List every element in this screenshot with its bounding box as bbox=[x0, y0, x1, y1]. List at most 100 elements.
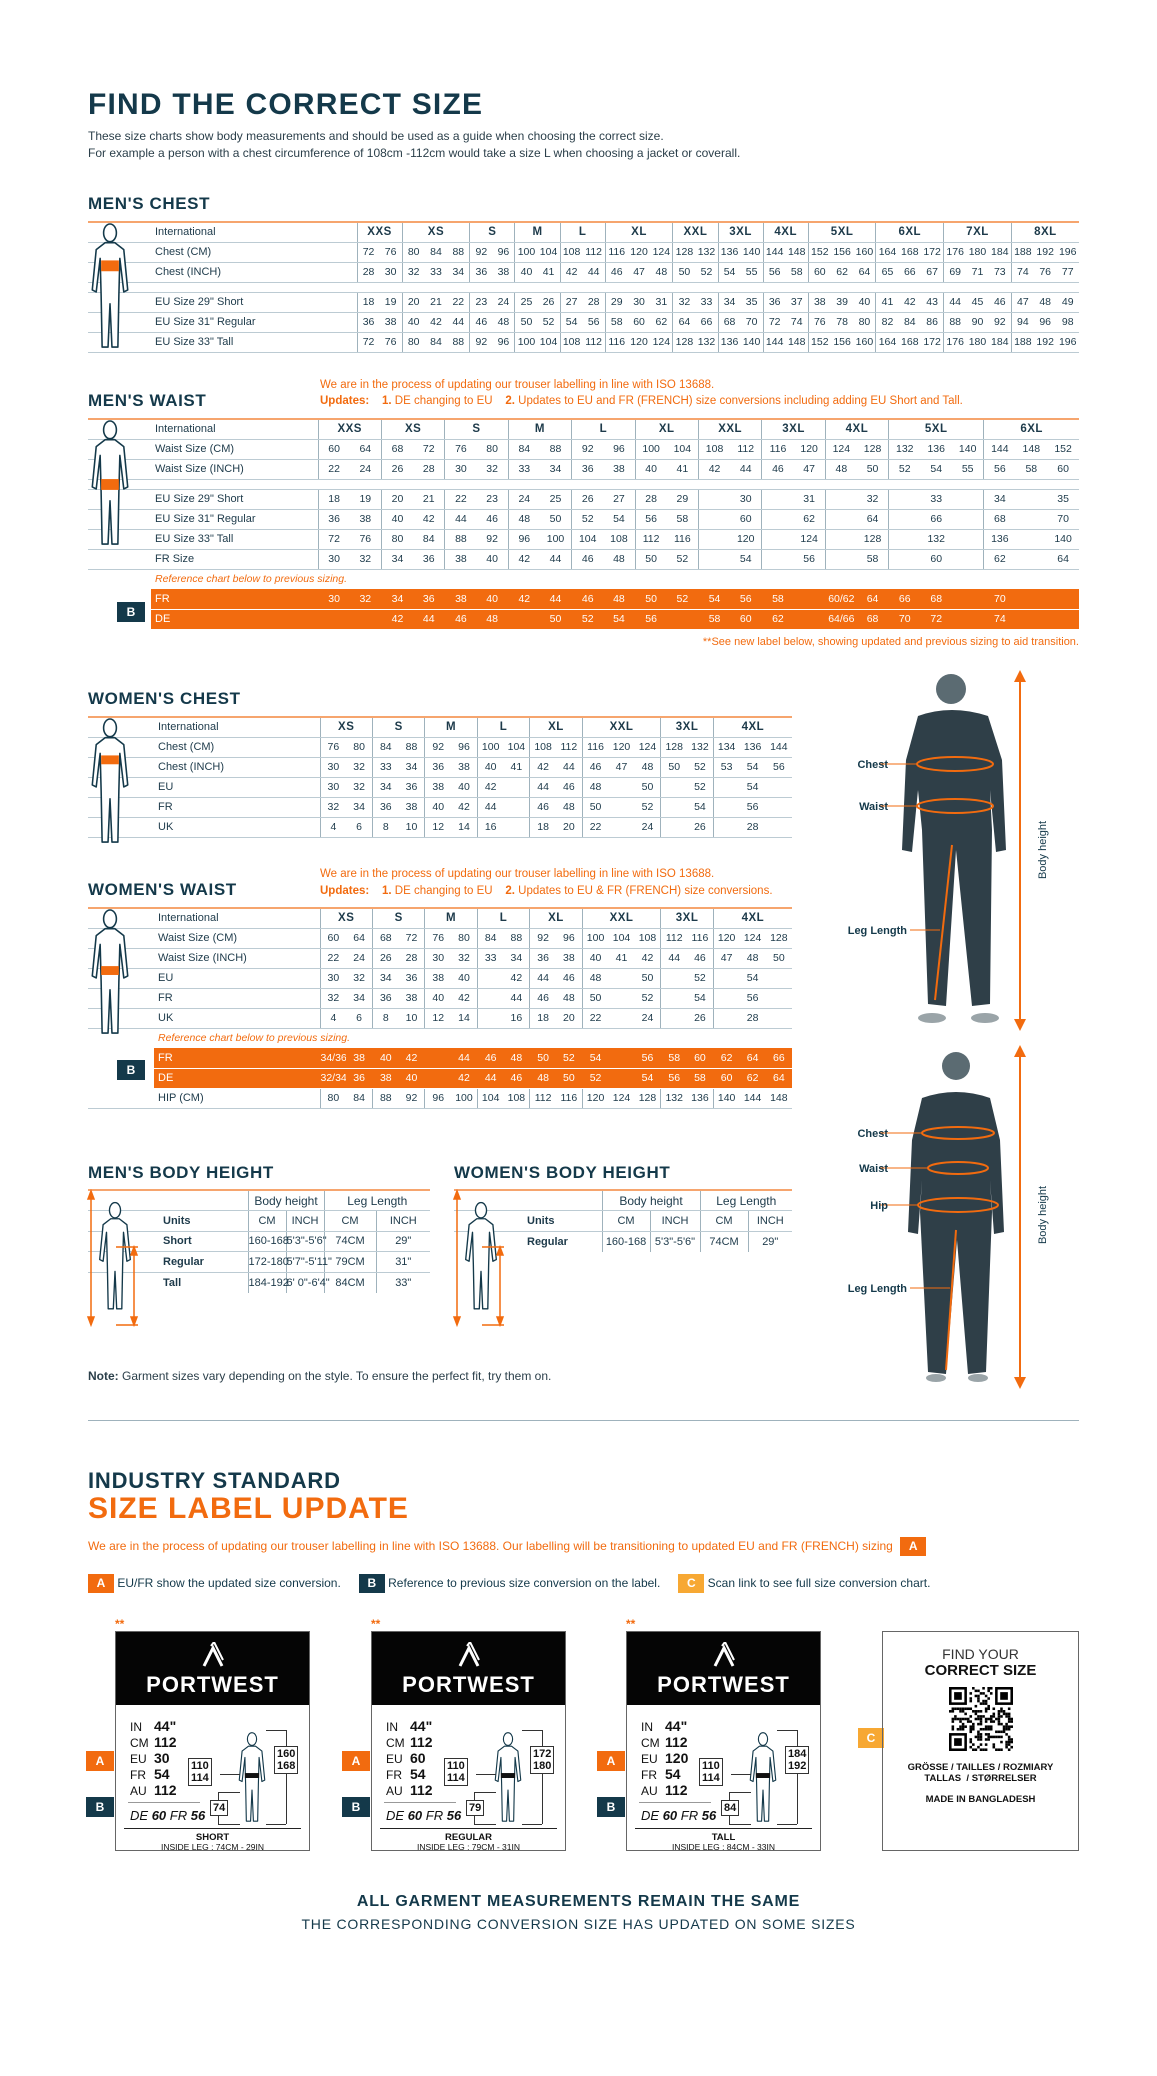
women-waist-figure-icon bbox=[88, 909, 132, 1037]
size-heading: L bbox=[476, 908, 530, 929]
value-cell: 160-168 bbox=[247, 1231, 289, 1252]
men-waist-heading: MEN'S WAIST bbox=[88, 391, 207, 410]
value-cell: 28 bbox=[739, 1008, 766, 1029]
value-cell: 132 bbox=[695, 242, 718, 263]
row-label: FR bbox=[88, 797, 320, 818]
previous-size-row: FR 30 32 34 36 38 40 42 44 46 48 50 52 54 56 58 60/62 64 6… bbox=[88, 589, 1079, 610]
badge-b: B bbox=[86, 1797, 114, 1817]
value-cell: 5'3"-5'6" bbox=[649, 1231, 701, 1252]
value-cell: 68 bbox=[717, 312, 741, 333]
size-key: IN bbox=[386, 1720, 398, 1734]
value-cell: 38 bbox=[398, 797, 425, 818]
value-cell: 52 bbox=[634, 797, 661, 818]
value-cell: 68 bbox=[983, 509, 1016, 530]
label-size-row: FR 54 bbox=[641, 1766, 681, 1783]
table-row: EU Size 33" Tall 72 76 80 84 88 92 96 100 104 108 1… bbox=[88, 332, 1079, 353]
row-label: EU bbox=[88, 968, 320, 989]
value-cell: 36 bbox=[413, 549, 445, 570]
value-cell: 140 bbox=[740, 332, 764, 353]
value-cell: 6' 0"-6'4" bbox=[285, 1272, 330, 1293]
value-cell: 164 bbox=[875, 332, 899, 353]
value-cell bbox=[697, 529, 731, 550]
value-cell bbox=[765, 797, 792, 818]
size-heading: 3XL bbox=[761, 419, 826, 440]
value-cell bbox=[761, 549, 794, 570]
value-cell: 124 bbox=[608, 1088, 635, 1109]
value-cell: 73 bbox=[988, 262, 1012, 283]
value-cell: 79CM bbox=[323, 1251, 377, 1273]
fit-type: SHORT bbox=[195, 1832, 230, 1843]
value-cell: 58 bbox=[761, 589, 794, 610]
waist-max: 114 bbox=[702, 1772, 720, 1784]
value-cell: 172-180 bbox=[247, 1251, 289, 1273]
value-cell: 80 bbox=[853, 312, 876, 333]
unit-inch: INCH bbox=[649, 1210, 701, 1232]
value-cell: 67 bbox=[921, 262, 944, 283]
value-cell: 6 bbox=[346, 817, 373, 838]
value-cell: 25 bbox=[514, 292, 538, 313]
value-cell: 40 bbox=[424, 797, 452, 818]
value-cell: 108 bbox=[697, 439, 731, 460]
value-cell: 44 bbox=[503, 988, 530, 1009]
value-cell: 128 bbox=[765, 928, 792, 949]
value-cell: 33 bbox=[476, 948, 504, 969]
value-cell: 72 bbox=[356, 332, 380, 353]
value-cell: 60 bbox=[687, 1048, 714, 1069]
table-row: UK 4 6 8 10 12 14 16 18 20 22 24 26 28 bbox=[88, 1008, 792, 1029]
table-row: Chest (INCH) 30 32 33 34 36 38 40 41 42 44 46 47 48 50… bbox=[88, 757, 792, 778]
value-cell: 29" bbox=[747, 1231, 793, 1252]
value-cell: 56 bbox=[582, 312, 606, 333]
update-1-num: 1. bbox=[381, 395, 392, 407]
badge-b: B bbox=[342, 1797, 370, 1817]
value-cell: 30 bbox=[319, 757, 347, 778]
table-row: Chest (INCH) 28 30 32 33 34 36 38 40 41 42 44 46 47 48… bbox=[88, 262, 1079, 283]
value-cell: 54 bbox=[730, 549, 762, 570]
value-cell: 144 bbox=[765, 737, 792, 758]
row-label: International bbox=[88, 908, 320, 929]
value-cell: 88 bbox=[444, 529, 477, 550]
value-cell: 40 bbox=[380, 509, 414, 530]
value-cell: 32 bbox=[349, 589, 382, 610]
value-cell: 33 bbox=[371, 757, 399, 778]
previous-size: DE 60 FR 56 bbox=[386, 1808, 461, 1823]
value-cell: 76 bbox=[444, 439, 477, 460]
value-cell: 144 bbox=[762, 332, 786, 353]
value-cell: 136 bbox=[717, 332, 741, 353]
size-value: 54 bbox=[154, 1766, 170, 1782]
value-cell: 92 bbox=[529, 928, 556, 949]
value-cell: 44 bbox=[444, 509, 477, 530]
value-cell: 4 bbox=[319, 1008, 347, 1029]
value-cell: 40 bbox=[476, 549, 509, 570]
value-cell: 40 bbox=[634, 459, 667, 480]
value-cell: 32 bbox=[401, 262, 425, 283]
value-cell: 82 bbox=[875, 312, 899, 333]
label-size-row: AU 112 bbox=[130, 1782, 177, 1799]
value-cell bbox=[765, 777, 792, 798]
value-cell: 52 bbox=[687, 777, 714, 798]
man-figure bbox=[902, 674, 1006, 1023]
value-cell bbox=[666, 609, 699, 630]
value-cell: 36 bbox=[371, 797, 399, 818]
value-cell: 28 bbox=[356, 262, 380, 283]
value-cell bbox=[888, 549, 921, 570]
women-waist-updates: Updates: 1. DE changing to EU 2. Updates… bbox=[320, 883, 773, 899]
value-cell: 38 bbox=[444, 589, 477, 610]
men-waist-updates: Updates: 1. DE changing to EU 2. Updates… bbox=[320, 393, 963, 409]
fit-type: REGULAR bbox=[445, 1832, 492, 1843]
value-cell: 50 bbox=[672, 262, 696, 283]
value-cell: 74CM bbox=[699, 1231, 749, 1252]
size-heading: L bbox=[476, 717, 530, 738]
size-key: AU bbox=[130, 1784, 147, 1798]
value-cell: 152 bbox=[807, 332, 831, 353]
value-cell: 50 bbox=[581, 797, 609, 818]
value-cell: 56 bbox=[793, 549, 826, 570]
qr-code-icon[interactable] bbox=[948, 1687, 1013, 1751]
row-label: EU bbox=[88, 777, 320, 798]
value-cell: 108 bbox=[529, 737, 556, 758]
prev-de-value: 60 bbox=[662, 1808, 678, 1823]
size-header-row: International XXS XS S M L XL XXL 3XL 4XL 5XL 6XL 7X… bbox=[88, 222, 1079, 243]
women-chest-figure-icon bbox=[88, 718, 132, 846]
value-cell: 71 bbox=[966, 262, 989, 283]
value-cell: 152 bbox=[1047, 439, 1079, 460]
page-title: FIND THE CORRECT SIZE bbox=[88, 88, 484, 121]
